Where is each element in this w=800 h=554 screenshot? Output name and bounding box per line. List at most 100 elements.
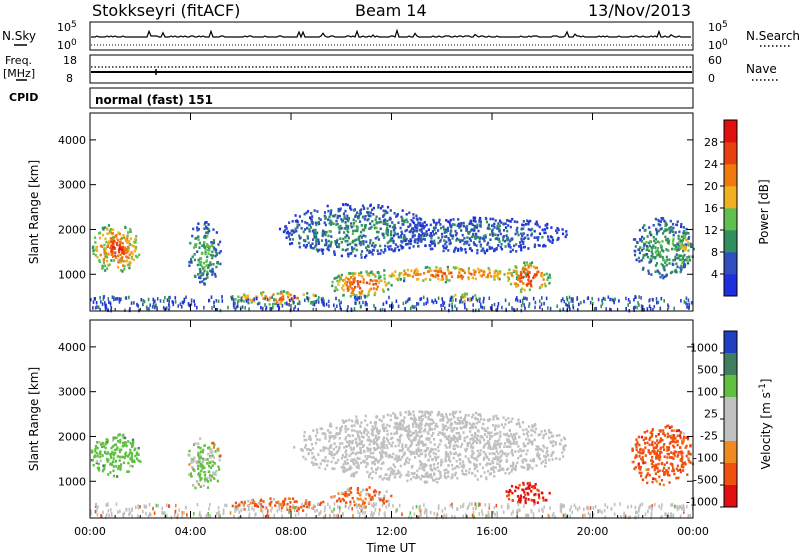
echo-cell xyxy=(240,298,243,303)
echo-cell xyxy=(103,226,106,229)
echo-cell xyxy=(641,305,644,309)
echo-cell xyxy=(346,280,349,284)
echo-cell xyxy=(521,223,524,227)
echo-cell xyxy=(508,429,511,432)
echo-cell xyxy=(657,441,660,445)
echo-cell xyxy=(488,296,491,300)
echo-cell xyxy=(443,301,446,305)
echo-cell xyxy=(204,477,207,481)
echo-cell xyxy=(649,260,653,263)
echo-cell xyxy=(349,500,352,504)
echo-cell xyxy=(533,424,536,428)
echo-cell xyxy=(382,451,385,454)
echo-cell xyxy=(474,277,477,281)
echo-cell xyxy=(659,255,662,258)
echo-cell xyxy=(446,268,449,271)
echo-cell xyxy=(459,240,462,244)
echo-cell xyxy=(676,434,679,438)
echo-cell xyxy=(545,296,548,301)
echo-cell xyxy=(398,441,401,444)
echo-cell xyxy=(572,303,574,308)
echo-cell xyxy=(541,228,544,232)
echo-cell xyxy=(476,235,480,239)
echo-cell xyxy=(362,436,365,439)
echo-cell xyxy=(124,226,127,229)
echo-cell xyxy=(640,474,643,478)
echo-cell xyxy=(411,220,414,223)
echo-cell xyxy=(492,461,495,465)
echo-cell xyxy=(407,413,410,416)
echo-cell xyxy=(321,231,324,235)
echo-cell xyxy=(416,434,419,437)
echo-cell xyxy=(335,451,338,455)
echo-cell xyxy=(494,233,497,237)
echo-cell xyxy=(447,237,450,240)
echo-cell xyxy=(114,452,117,455)
echo-cell xyxy=(660,227,663,230)
echo-cell xyxy=(432,451,435,455)
echo-cell xyxy=(551,434,554,438)
echo-cell xyxy=(314,463,318,466)
echo-cell xyxy=(667,466,670,470)
echo-cell xyxy=(335,445,338,449)
echo-cell xyxy=(302,509,305,512)
echo-cell xyxy=(401,222,404,226)
echo-cell xyxy=(429,232,432,235)
echo-cell xyxy=(121,251,124,255)
echo-cell xyxy=(469,239,472,242)
echo-cell xyxy=(363,460,367,463)
echo-cell xyxy=(278,298,281,302)
echo-cell xyxy=(364,215,367,218)
echo-cell xyxy=(493,475,496,478)
power-x-ticks xyxy=(89,113,694,311)
echo-cell xyxy=(432,300,435,305)
echo-cell xyxy=(162,299,165,303)
echo-cell xyxy=(262,297,265,300)
echo-cell xyxy=(506,440,509,443)
echo-cell xyxy=(411,422,414,426)
echo-cell xyxy=(111,232,114,235)
echo-cell xyxy=(431,418,434,422)
echo-cell xyxy=(638,295,640,299)
echo-cell xyxy=(123,443,126,446)
echo-cell xyxy=(211,450,214,454)
echo-cell xyxy=(204,248,207,251)
echo-cell xyxy=(110,462,113,466)
echo-cell xyxy=(412,410,415,414)
echo-cell xyxy=(264,296,266,301)
echo-cell xyxy=(491,228,494,232)
echo-cell xyxy=(534,222,537,226)
echo-cell xyxy=(418,460,421,463)
echo-cell xyxy=(524,296,527,301)
echo-cell xyxy=(392,412,395,415)
echo-cell xyxy=(343,420,347,423)
echo-cell xyxy=(460,268,463,271)
echo-cell xyxy=(143,299,146,304)
echo-cell xyxy=(107,509,110,513)
echo-cell xyxy=(312,307,315,312)
echo-cell xyxy=(427,432,430,436)
echo-cell xyxy=(357,464,360,467)
echo-cell xyxy=(499,245,502,249)
echo-cell xyxy=(476,418,479,421)
echo-cell xyxy=(96,441,99,444)
echo-cell xyxy=(442,249,445,253)
echo-cell xyxy=(205,227,209,230)
echo-cell xyxy=(468,243,471,247)
echo-cell xyxy=(207,223,210,226)
echo-cell xyxy=(423,413,426,416)
echo-cell xyxy=(192,458,195,462)
echo-cell xyxy=(394,247,397,250)
echo-cell xyxy=(386,231,389,234)
echo-cell xyxy=(678,238,681,241)
echo-cell xyxy=(633,298,635,302)
echo-cell xyxy=(118,246,121,249)
echo-cell xyxy=(93,455,96,459)
echo-cell xyxy=(636,441,639,444)
echo-cell xyxy=(665,273,668,277)
echo-cell xyxy=(508,441,511,445)
echo-cell xyxy=(350,424,353,428)
echo-cell xyxy=(528,288,531,292)
echo-cell xyxy=(109,240,112,243)
echo-cell xyxy=(203,246,206,249)
